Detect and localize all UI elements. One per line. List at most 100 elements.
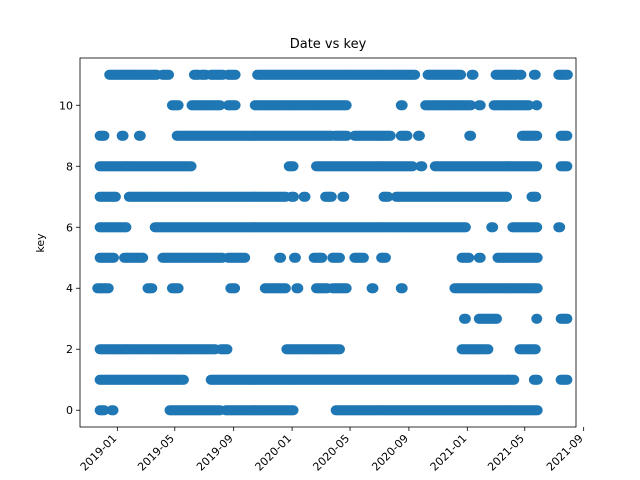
y-axis: 0 2 4 6 8 10	[59, 99, 80, 417]
data-point	[417, 161, 428, 172]
data-point	[118, 130, 129, 141]
data-point	[397, 100, 408, 111]
data-point	[334, 252, 345, 263]
data-point	[468, 69, 479, 80]
data-point	[164, 69, 175, 80]
y-tick-label: 2	[66, 343, 73, 356]
x-axis: 2019-01 2019-05 2019-09 2020-01 2020-05 2020-…	[78, 427, 586, 474]
y-tick-label: 6	[66, 221, 73, 234]
data-point	[317, 252, 328, 263]
data-point	[173, 100, 184, 111]
y-tick-label: 4	[66, 282, 73, 295]
data-point	[99, 405, 110, 416]
data-point	[562, 69, 573, 80]
x-tick-label: 2021-09	[544, 432, 586, 474]
data-point	[108, 252, 119, 263]
x-tick-label: 2020-09	[369, 432, 411, 474]
data-point	[121, 222, 132, 233]
data-point	[300, 191, 311, 202]
x-tick-label: 2019-05	[135, 432, 177, 474]
data-point	[562, 313, 573, 324]
data-point	[502, 191, 513, 202]
data-point	[293, 283, 304, 294]
data-point	[562, 374, 573, 385]
data-point	[288, 161, 299, 172]
data-point	[147, 283, 158, 294]
data-point	[483, 344, 494, 355]
data-point	[555, 222, 566, 233]
data-point	[532, 130, 543, 141]
data-point	[215, 100, 226, 111]
data-point	[530, 344, 541, 355]
data-point	[509, 374, 520, 385]
y-tick-label: 10	[59, 99, 73, 112]
data-point	[222, 344, 233, 355]
data-point	[108, 405, 119, 416]
data-point	[326, 191, 337, 202]
data-point	[383, 191, 394, 202]
data-point	[380, 252, 391, 263]
data-point	[138, 252, 149, 263]
data-point	[466, 130, 477, 141]
plot-frame	[79, 57, 577, 428]
x-tick-label: 2021-01	[428, 432, 470, 474]
data-point	[230, 100, 241, 111]
data-point	[532, 313, 543, 324]
data-point	[532, 374, 543, 385]
data-point	[532, 252, 543, 263]
data-point	[488, 222, 499, 233]
x-tick-label: 2020-05	[310, 432, 352, 474]
data-point	[290, 252, 301, 263]
data-point	[475, 100, 486, 111]
data-point	[532, 161, 543, 172]
data-point	[407, 161, 418, 172]
data-point	[460, 222, 471, 233]
data-point	[341, 283, 352, 294]
data-point	[460, 313, 471, 324]
data-point	[532, 405, 543, 416]
data-point	[562, 130, 573, 141]
y-axis-label: key	[34, 233, 47, 253]
data-point	[410, 69, 421, 80]
y-tick-label: 8	[66, 160, 73, 173]
data-point	[173, 283, 184, 294]
data-point	[135, 130, 146, 141]
data-point	[530, 69, 541, 80]
data-point	[240, 252, 251, 263]
x-tick-label: 2021-05	[485, 432, 527, 474]
data-point	[230, 69, 241, 80]
data-point	[475, 252, 486, 263]
data-point	[110, 191, 121, 202]
data-point	[492, 313, 502, 324]
y-tick-label: 0	[66, 404, 73, 417]
data-point	[402, 130, 413, 141]
data-point	[276, 252, 287, 263]
data-point	[466, 100, 477, 111]
data-point	[358, 252, 369, 263]
data-point	[280, 283, 291, 294]
data-point	[288, 405, 299, 416]
data-point	[532, 283, 543, 294]
data-point	[532, 222, 543, 233]
data-point	[186, 161, 197, 172]
data-point	[289, 191, 300, 202]
data-point	[342, 130, 353, 141]
data-point	[230, 283, 241, 294]
data-point	[178, 374, 189, 385]
data-point	[397, 283, 408, 294]
data-point	[464, 252, 475, 263]
data-point	[456, 69, 467, 80]
data-point	[562, 161, 573, 172]
x-tick-label: 2019-01	[78, 432, 120, 474]
data-point	[516, 69, 527, 80]
data-points	[92, 69, 573, 416]
data-point	[531, 191, 542, 202]
x-tick-label: 2020-01	[253, 432, 295, 474]
data-point	[341, 100, 352, 111]
data-point	[414, 130, 425, 141]
chart-title: Date vs key	[290, 37, 367, 52]
data-point	[524, 100, 535, 111]
data-point	[103, 283, 114, 294]
data-point	[334, 344, 345, 355]
